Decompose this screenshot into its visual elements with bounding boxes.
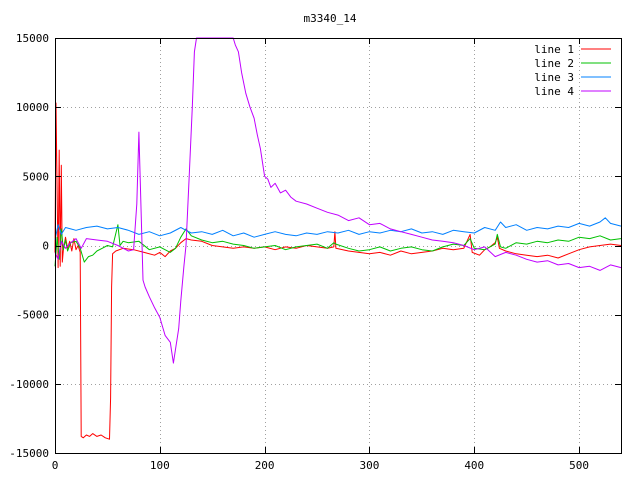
y-tick-label: -15000 <box>9 447 49 460</box>
y-tick-label: -5000 <box>16 309 49 322</box>
x-tick-label: 200 <box>255 459 275 472</box>
grid <box>55 38 621 453</box>
x-tick-label: 0 <box>52 459 59 472</box>
axis-ticks: 0 100 200 300 400 500 -15000 -10000 -5000 0 5000 10… <box>9 32 621 472</box>
x-tick-label: 100 <box>150 459 170 472</box>
y-tick-label: -10000 <box>9 378 49 391</box>
y-tick-label: 5000 <box>23 170 50 183</box>
legend-label-4: line 4 <box>534 85 574 98</box>
chart-title: m3340_14 <box>304 12 357 25</box>
series-line-4 <box>54 37 622 364</box>
series-line-2 <box>54 224 622 267</box>
y-tick-label: 15000 <box>16 32 49 45</box>
legend-label-3: line 3 <box>534 71 574 84</box>
y-tick-label: 0 <box>42 240 49 253</box>
x-tick-label: 300 <box>360 459 380 472</box>
y-tick-label: 10000 <box>16 101 49 114</box>
series-group <box>54 37 622 440</box>
legend-label-1: line 1 <box>534 43 574 56</box>
legend-label-2: line 2 <box>534 57 574 70</box>
series-line-3 <box>54 217 622 241</box>
plot-frame <box>55 38 622 454</box>
x-tick-label: 400 <box>464 459 484 472</box>
x-tick-label: 500 <box>569 459 589 472</box>
